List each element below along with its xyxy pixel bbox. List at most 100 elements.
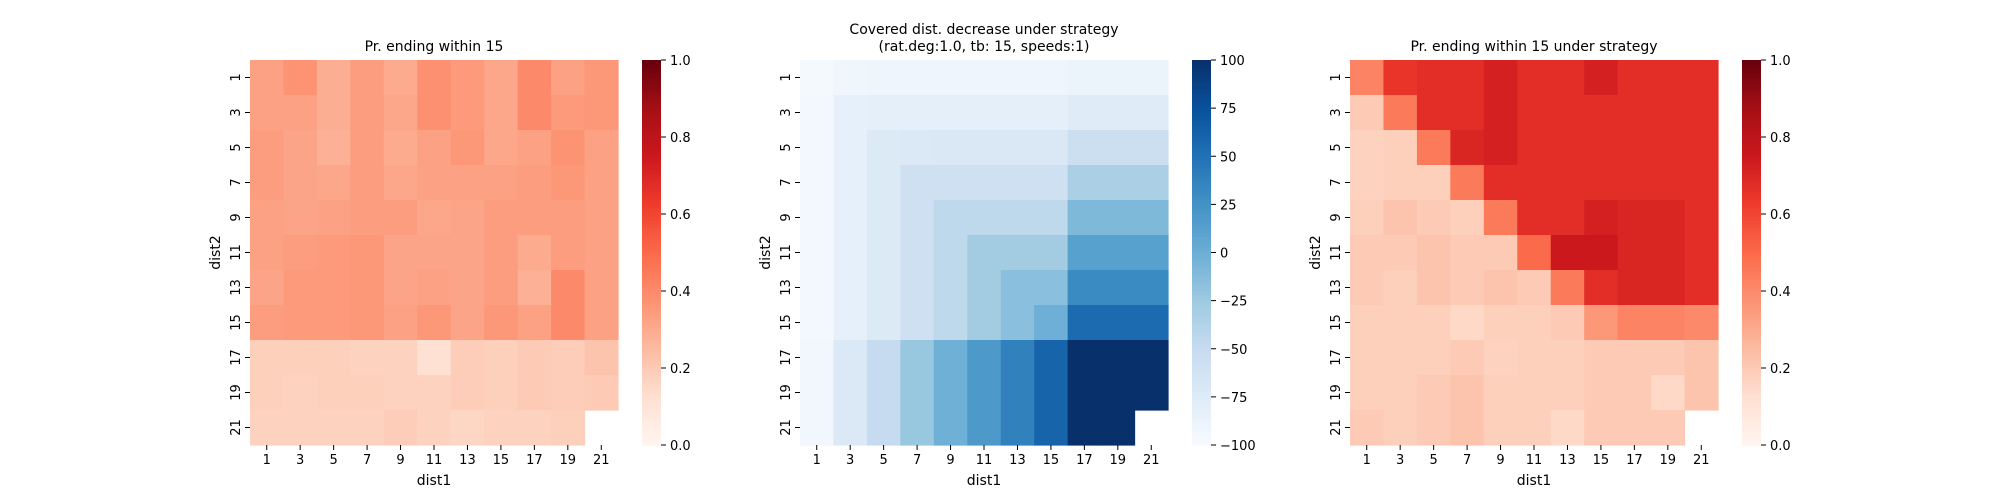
colorbar-tick-label: 0.4 [670,285,691,300]
x-tick-label: 17 [526,453,543,468]
heatmap-cell [1101,340,1136,376]
colorbar-segment [642,271,661,276]
heatmap-cell [1617,305,1652,341]
colorbar-segment [1742,428,1761,433]
heatmap-cell [967,165,1002,201]
chart-title: Pr. ending within 15 under strategy [1410,39,1657,55]
heatmap-cell [1383,340,1418,376]
y-tick-label: 7 [1329,178,1344,186]
colorbar-segment [642,441,661,446]
heatmap-cell [484,165,519,201]
colorbar-segment [1742,422,1761,427]
colorbar-segment [1192,348,1211,353]
colorbar-segment [1742,425,1761,430]
colorbar-segment [1742,345,1761,350]
colorbar-segment [1742,194,1761,199]
heatmap-cell [1350,60,1385,96]
heatmap-cell [1517,340,1552,376]
heatmap-cell [1584,200,1619,236]
colorbar-segment [1192,66,1211,71]
x-axis-label: dist1 [1517,473,1551,489]
heatmap-cell [1450,270,1485,306]
heatmap-cell [1450,375,1485,411]
colorbar-segment [1192,117,1211,122]
colorbar-segment [642,226,661,231]
heatmap-cell [1350,410,1385,446]
heatmap-cell [933,305,968,341]
y-tick-label: 17 [1329,349,1344,366]
chart-subtitle: (rat.deg:1.0, tb: 15, speeds:1) [879,39,1090,55]
colorbar-segment [642,156,661,161]
y-tick-label: 9 [779,213,794,221]
heatmap-cell [967,200,1002,236]
heatmap-cell [1584,270,1619,306]
heatmap-cell [1517,235,1552,271]
colorbar-segment [1192,178,1211,183]
heatmap-cell [866,340,901,376]
heatmap-cell [1134,60,1169,96]
heatmap-panel-2: 1 3 5 7 9 11 13 15 17 19 2113579111315171921dist1d… [758,22,1256,489]
colorbar-segment [1742,348,1761,353]
heatmap-cell [450,340,485,376]
colorbar-segment [1192,361,1211,366]
y-tick-label: 19 [1329,384,1344,401]
x-axis-label: dist1 [967,473,1001,489]
heatmap-cell [1383,305,1418,341]
colorbar-segment [642,95,661,100]
heatmap-cell [833,60,868,96]
heatmap-cell [1034,340,1069,376]
y-tick-label: 15 [779,314,794,331]
heatmap-cell [1684,95,1719,131]
colorbar-segment [1192,236,1211,241]
heatmap-cell [250,235,285,271]
heatmap-cell [283,375,318,411]
colorbar-segment [1192,387,1211,392]
heatmap-cell [417,340,452,376]
heatmap-cell [900,60,935,96]
colorbar-segment [1192,412,1211,417]
colorbar-segment [1742,323,1761,327]
heatmap-cell [383,165,418,201]
colorbar-segment [642,201,661,205]
colorbar-segment [1742,432,1761,436]
colorbar-segment [1192,419,1211,424]
colorbar-segment [1192,393,1211,398]
heatmap-cell [450,130,485,166]
heatmap-cell [584,130,619,166]
colorbar-segment [1742,412,1761,417]
heatmap-cell [484,340,519,376]
colorbar-segment [642,291,661,295]
colorbar-segment [642,265,661,270]
heatmap-cell [1067,95,1102,131]
colorbar-segment [642,419,661,424]
colorbar-segment [1192,172,1211,177]
colorbar-segment [642,274,661,279]
colorbar-segment [1742,265,1761,270]
heatmap-cell [933,375,968,411]
colorbar-segment [1742,239,1761,244]
colorbar-segment [1742,181,1761,186]
colorbar-segment [1742,210,1761,215]
colorbar-segment [642,82,661,87]
heatmap-cell [800,375,835,411]
colorbar-segment [1192,287,1211,292]
colorbar-segment [1742,342,1761,347]
heatmap-cell [383,270,418,306]
heatmap-cell [584,60,619,96]
colorbar-segment [642,124,661,128]
colorbar-segment [642,368,661,372]
heatmap-cell [866,130,901,166]
colorbar-segment [1192,214,1211,218]
colorbar-segment [642,316,661,321]
y-tick-label: 3 [229,108,244,116]
colorbar-segment [642,217,661,222]
colorbar-segment [642,230,661,234]
y-tick-label: 3 [1329,108,1344,116]
colorbar-segment [1742,294,1761,299]
colorbar-segment [1742,159,1761,164]
heatmap-cell [1483,270,1518,306]
heatmap-cell [1651,200,1686,236]
heatmap-cell [866,410,901,446]
colorbar-segment [1742,316,1761,321]
heatmap-cell [833,235,868,271]
